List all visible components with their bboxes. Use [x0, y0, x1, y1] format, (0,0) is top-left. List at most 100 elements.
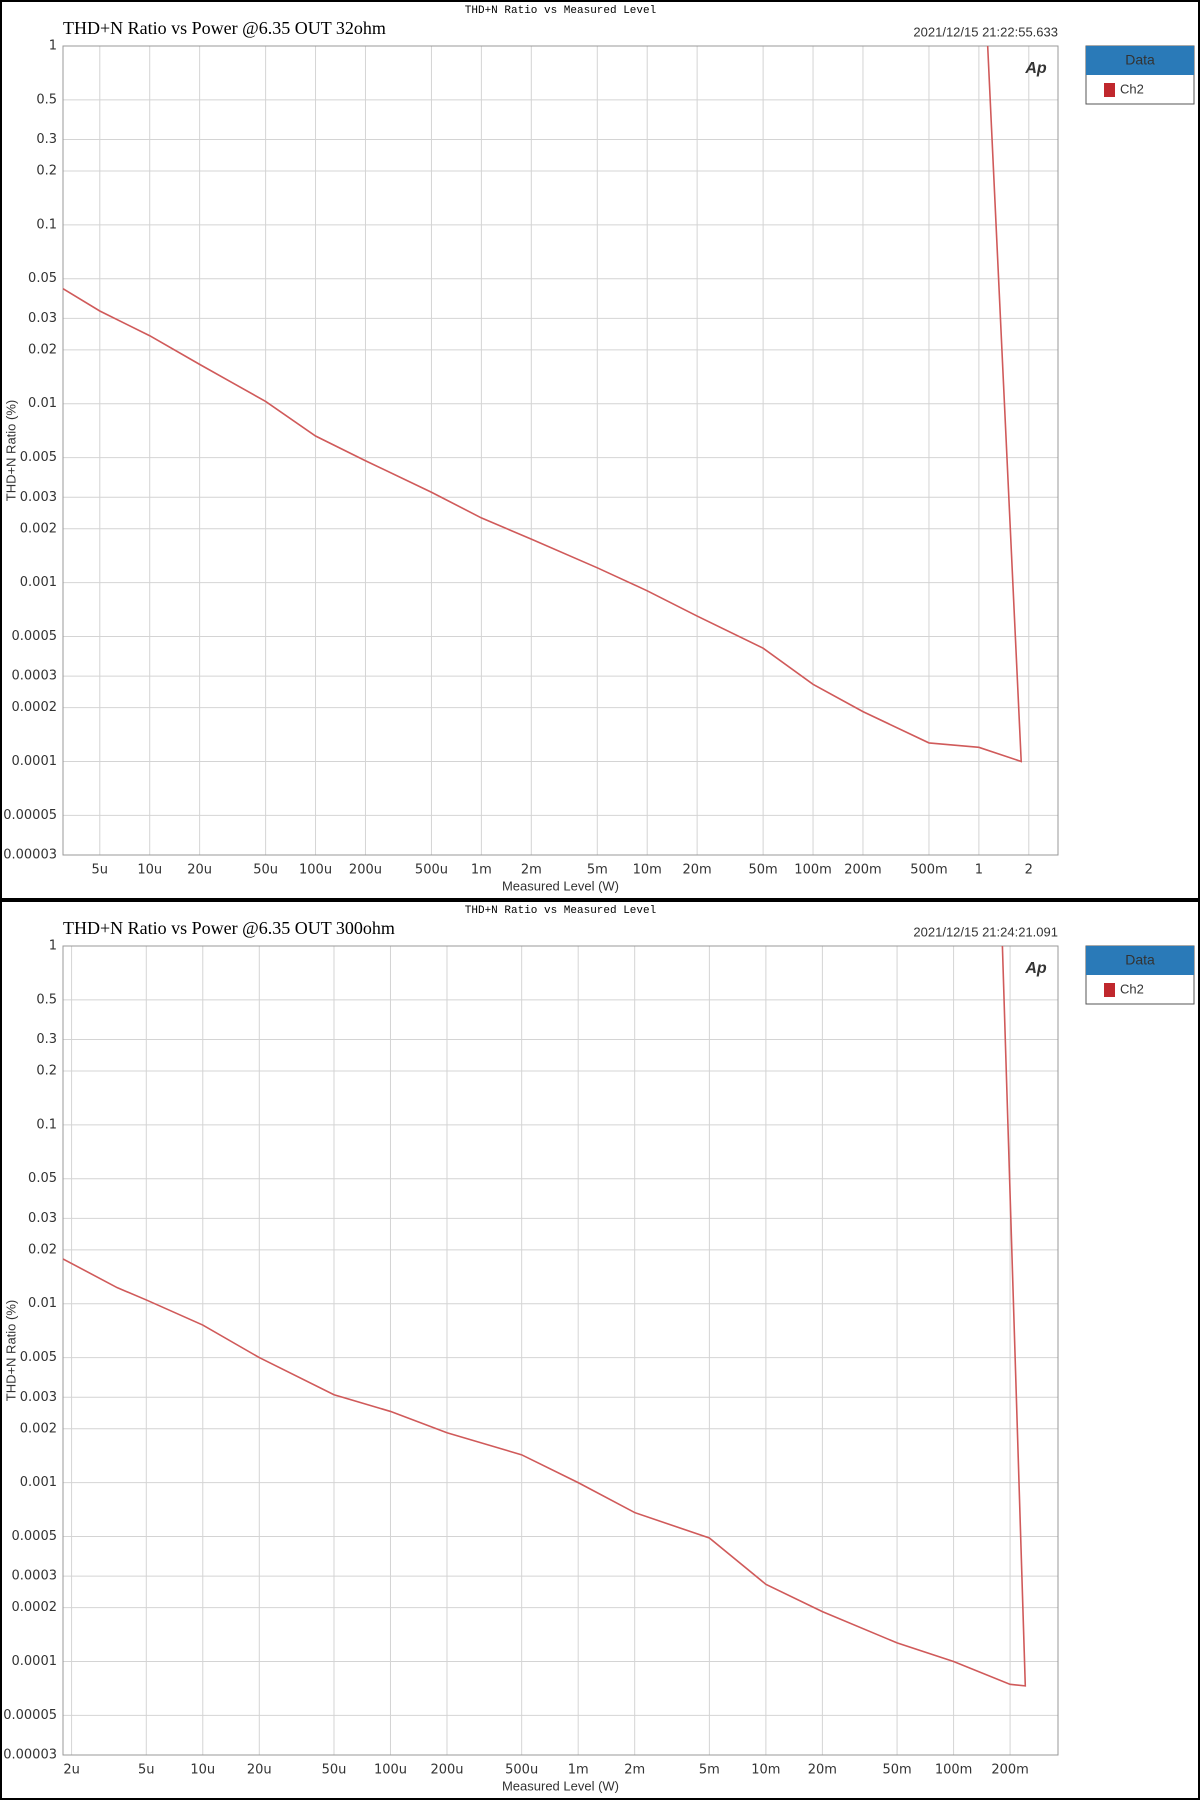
y-axis-label: THD+N Ratio (%)	[3, 400, 18, 502]
y-tick-label: 0.0002	[12, 1600, 58, 1615]
x-tick-label: 500u	[415, 863, 448, 878]
x-tick-label: 50u	[322, 1763, 347, 1778]
y-tick-label: 0.005	[20, 450, 57, 465]
y-tick-label: 0.0005	[12, 1529, 58, 1544]
y-tick-label: 0.00003	[3, 1748, 57, 1763]
y-tick-label: 0.02	[28, 1242, 57, 1257]
x-tick-label: 1m	[471, 863, 492, 878]
panel-border	[0, 900, 1200, 1800]
chart-header: THD+N Ratio vs Measured Level	[465, 905, 656, 917]
y-tick-label: 0.05	[28, 271, 57, 286]
x-tick-label: 5u	[138, 1763, 155, 1778]
y-tick-label: 0.03	[28, 311, 57, 326]
x-tick-label: 100u	[299, 863, 332, 878]
x-tick-label: 200m	[991, 1763, 1028, 1778]
x-tick-label: 20u	[187, 863, 212, 878]
y-tick-label: 0.3	[36, 1032, 57, 1047]
legend-title: Data	[1125, 52, 1155, 68]
x-tick-label: 50u	[253, 863, 278, 878]
y-tick-label: 0.1	[36, 1117, 57, 1132]
data-line	[63, 946, 1027, 1687]
y-tick-label: 0.002	[20, 521, 57, 536]
y-tick-label: 0.001	[20, 575, 57, 590]
x-tick-label: 200u	[430, 1763, 463, 1778]
y-tick-label: 0.5	[36, 992, 57, 1007]
x-tick-label: 5u	[92, 863, 109, 878]
chart-panel: THD+N Ratio vs Measured Level THD+N Ratio…	[0, 900, 1200, 1800]
y-tick-label: 0.2	[36, 164, 57, 179]
x-tick-label: 2	[1025, 863, 1033, 878]
legend-label: Ch2	[1120, 981, 1144, 996]
legend-header	[1086, 946, 1194, 975]
y-tick-label: 0.3	[36, 132, 57, 147]
x-tick-label: 5m	[587, 863, 608, 878]
y-tick-label: 0.00003	[3, 848, 57, 863]
y-tick-label: 0.00005	[3, 808, 57, 823]
x-axis-label: Measured Level (W)	[502, 1778, 619, 1793]
legend-title: Data	[1125, 952, 1155, 968]
y-tick-label: 0.0003	[12, 669, 58, 684]
x-tick-label: 20u	[247, 1763, 272, 1778]
y-tick-label: 0.1	[36, 217, 57, 232]
y-tick-label: 0.02	[28, 342, 57, 357]
y-tick-label: 0.00005	[3, 1708, 57, 1723]
x-tick-label: 2m	[624, 1763, 645, 1778]
panel-border	[0, 0, 1200, 900]
y-tick-label: 0.0002	[12, 700, 58, 715]
legend-swatch	[1104, 83, 1115, 97]
x-tick-label: 50m	[882, 1763, 911, 1778]
legend-label: Ch2	[1120, 81, 1144, 96]
x-tick-label: 10u	[190, 1763, 215, 1778]
legend-swatch	[1104, 983, 1115, 997]
x-tick-label: 50m	[749, 863, 778, 878]
logo: Ap	[1024, 60, 1047, 77]
y-tick-label: 0.005	[20, 1350, 57, 1365]
legend-header	[1086, 46, 1194, 75]
y-tick-label: 0.01	[28, 396, 57, 411]
y-tick-label: 0.01	[28, 1296, 57, 1311]
x-tick-label: 10m	[633, 863, 662, 878]
y-tick-label: 0.5	[36, 92, 57, 107]
y-tick-label: 1	[49, 939, 57, 954]
logo: Ap	[1024, 960, 1047, 977]
x-axis-label: Measured Level (W)	[502, 878, 619, 893]
chart-title: THD+N Ratio vs Power @6.35 OUT 32ohm	[63, 18, 386, 38]
y-tick-label: 0.003	[20, 1390, 57, 1405]
y-tick-label: 0.03	[28, 1211, 57, 1226]
x-tick-label: 100m	[794, 863, 831, 878]
chart-panel: THD+N Ratio vs Measured Level THD+N Ratio…	[0, 0, 1200, 900]
x-tick-label: 10m	[751, 1763, 780, 1778]
x-tick-label: 100m	[935, 1763, 972, 1778]
y-tick-label: 0.003	[20, 490, 57, 505]
plot-border	[62, 945, 1059, 1756]
data-line	[63, 46, 1023, 763]
y-tick-label: 0.2	[36, 1064, 57, 1079]
x-tick-label: 200m	[844, 863, 881, 878]
x-tick-label: 100u	[374, 1763, 407, 1778]
x-tick-label: 20m	[683, 863, 712, 878]
y-tick-label: 0.0001	[12, 754, 58, 769]
plot-border	[62, 45, 1059, 856]
y-tick-label: 1	[49, 39, 57, 54]
x-tick-label: 5m	[699, 1763, 720, 1778]
x-tick-label: 200u	[349, 863, 382, 878]
y-tick-label: 0.002	[20, 1421, 57, 1436]
chart-title: THD+N Ratio vs Power @6.35 OUT 300ohm	[63, 918, 395, 938]
y-tick-label: 0.0001	[12, 1654, 58, 1669]
x-tick-label: 20m	[808, 1763, 837, 1778]
x-tick-label: 2m	[521, 863, 542, 878]
timestamp: 2021/12/15 21:24:21.091	[913, 924, 1058, 939]
x-tick-label: 500m	[910, 863, 947, 878]
chart-header: THD+N Ratio vs Measured Level	[465, 5, 656, 17]
x-tick-label: 10u	[137, 863, 162, 878]
y-tick-label: 0.0005	[12, 629, 58, 644]
x-tick-label: 2u	[63, 1763, 80, 1778]
y-axis-label: THD+N Ratio (%)	[3, 1300, 18, 1402]
x-tick-label: 500u	[505, 1763, 538, 1778]
y-tick-label: 0.001	[20, 1475, 57, 1490]
timestamp: 2021/12/15 21:22:55.633	[913, 24, 1058, 39]
x-tick-label: 1m	[568, 1763, 589, 1778]
x-tick-label: 1	[975, 863, 983, 878]
